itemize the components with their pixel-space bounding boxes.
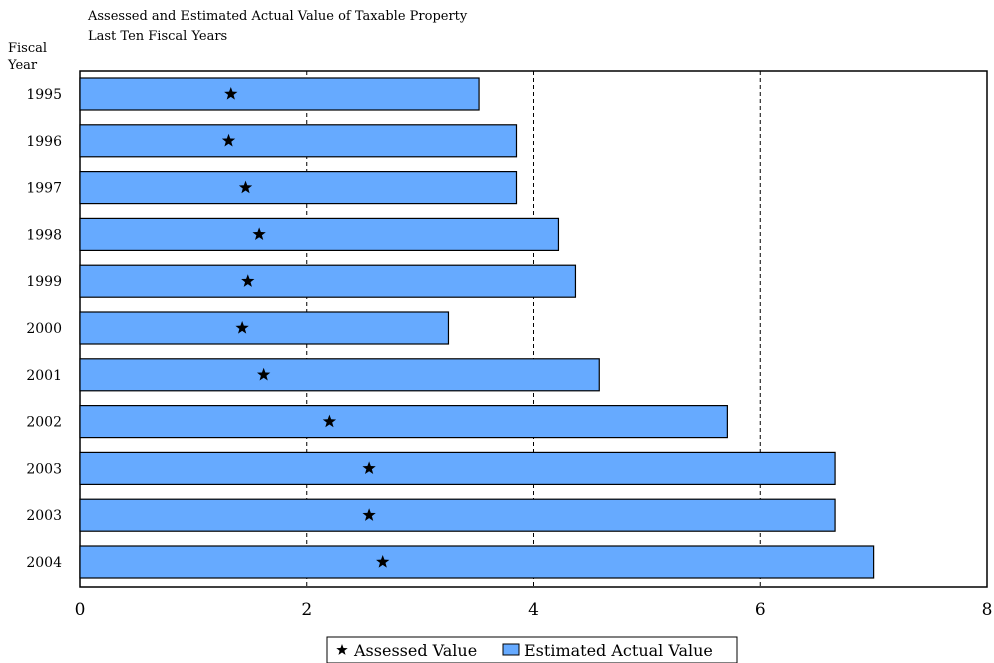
star-marker-assessed-value xyxy=(224,87,238,100)
legend-label-assessed-value: Assessed Value xyxy=(353,641,477,660)
y-tick-label: 1997 xyxy=(26,181,62,197)
y-axis-label-line-1: Fiscal xyxy=(8,41,47,56)
x-tick-label: 2 xyxy=(301,600,312,620)
bar-estimated-actual-value xyxy=(79,171,518,205)
bar-estimated-actual-value xyxy=(79,358,600,392)
x-tick-label: 6 xyxy=(755,600,766,620)
star-marker-assessed-value xyxy=(241,274,255,287)
y-tick-label: 2002 xyxy=(26,415,62,431)
y-axis-label-line-2: Year xyxy=(7,58,38,73)
y-tick-label: 2003 xyxy=(26,508,62,524)
star-marker-assessed-value xyxy=(257,367,271,381)
legend-box xyxy=(326,636,738,663)
legend-star-icon xyxy=(336,644,348,655)
bar-estimated-actual-value xyxy=(79,405,728,439)
chart-title: Assessed and Estimated Actual Value of T… xyxy=(87,9,468,24)
bar-estimated-actual-value xyxy=(79,77,480,111)
y-tick-label: 1998 xyxy=(26,227,62,243)
bar-estimated-actual-value xyxy=(79,498,836,532)
star-marker-assessed-value xyxy=(376,555,390,568)
star-marker-assessed-value xyxy=(322,414,337,428)
y-tick-label: 1996 xyxy=(26,134,62,150)
star-marker-assessed-value xyxy=(238,180,253,194)
star-marker-assessed-value xyxy=(235,321,249,334)
y-tick-label: 1999 xyxy=(26,274,62,290)
x-tick-label: 0 xyxy=(75,600,86,620)
legend-bar-swatch-icon xyxy=(502,643,520,656)
y-tick-label: 2004 xyxy=(26,555,62,571)
bar-estimated-actual-value xyxy=(79,451,836,485)
star-marker-assessed-value xyxy=(252,227,266,241)
x-tick-label: 4 xyxy=(528,600,539,620)
y-tick-label: 1995 xyxy=(26,87,62,103)
y-tick-label: 2001 xyxy=(26,368,62,384)
bar-estimated-actual-value xyxy=(79,124,518,158)
star-marker-assessed-value xyxy=(221,133,236,147)
chart-subtitle: Last Ten Fiscal Years xyxy=(88,29,227,44)
y-tick-label: 2000 xyxy=(26,321,62,337)
bar-estimated-actual-value xyxy=(79,217,560,251)
bar-estimated-actual-value xyxy=(79,311,450,345)
x-tick-label: 8 xyxy=(982,600,993,620)
legend-label-estimated-actual-value: Estimated Actual Value xyxy=(524,641,713,660)
star-marker-assessed-value xyxy=(362,461,376,475)
star-marker-assessed-value xyxy=(362,508,376,521)
y-tick-label: 2003 xyxy=(26,461,62,477)
bar-estimated-actual-value xyxy=(79,545,875,579)
bar-estimated-actual-value xyxy=(79,264,577,298)
